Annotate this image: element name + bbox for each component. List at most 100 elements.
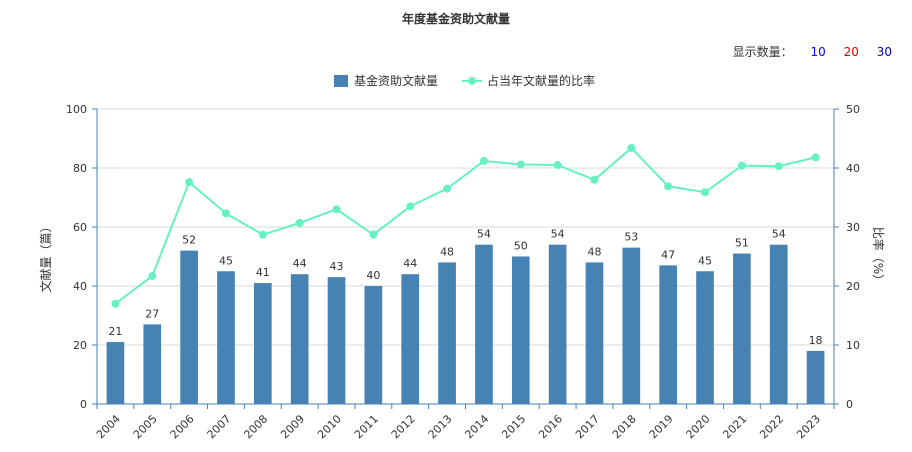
ratio-point bbox=[516, 160, 525, 169]
y-tick-label-right: 50 bbox=[846, 103, 860, 116]
x-tick-label: 2016 bbox=[536, 412, 565, 441]
display-count-selector: 显示数量： 10 20 30 bbox=[733, 43, 892, 60]
x-tick-label: 2005 bbox=[131, 412, 160, 441]
bar-data-label: 54 bbox=[477, 228, 491, 241]
bar bbox=[180, 250, 198, 404]
x-tick-label: 2014 bbox=[462, 412, 491, 441]
bar-data-label: 45 bbox=[219, 254, 233, 267]
ratio-point bbox=[479, 156, 488, 165]
bar-data-label: 54 bbox=[772, 228, 786, 241]
ratio-point bbox=[701, 188, 710, 197]
bar-data-label: 54 bbox=[551, 228, 565, 241]
ratio-point bbox=[221, 209, 230, 218]
count-option-10[interactable]: 10 bbox=[810, 45, 826, 59]
bar-data-label: 50 bbox=[514, 240, 528, 253]
ratio-point bbox=[774, 162, 783, 171]
display-count-label: 显示数量： bbox=[732, 45, 793, 59]
y-tick-label-left: 100 bbox=[66, 103, 87, 116]
legend-swatch-point bbox=[468, 77, 476, 85]
x-tick-label: 2023 bbox=[794, 412, 823, 441]
bar-data-label: 44 bbox=[293, 257, 307, 270]
y-tick-label-left: 60 bbox=[73, 221, 87, 234]
bar-data-label: 40 bbox=[366, 269, 380, 282]
y-tick-label-left: 80 bbox=[73, 162, 87, 175]
bar-data-label: 48 bbox=[440, 245, 454, 258]
y-tick-label-right: 10 bbox=[846, 339, 860, 352]
bar bbox=[253, 283, 272, 404]
x-tick-label: 2006 bbox=[168, 412, 197, 441]
ratio-point bbox=[627, 143, 636, 152]
x-tick-label: 2004 bbox=[94, 412, 123, 441]
ratio-point bbox=[258, 230, 267, 239]
y-tick-label-left: 0 bbox=[80, 398, 87, 411]
bar bbox=[511, 256, 530, 404]
y-tick-label-left: 40 bbox=[73, 280, 87, 293]
bar bbox=[217, 271, 235, 404]
ratio-point bbox=[148, 271, 157, 280]
x-tick-label: 2009 bbox=[278, 412, 307, 441]
x-tick-label: 2008 bbox=[241, 412, 270, 441]
ratio-point bbox=[332, 205, 341, 214]
x-tick-label: 2010 bbox=[315, 412, 344, 441]
bar bbox=[327, 277, 346, 404]
bar bbox=[475, 244, 493, 404]
x-tick-label: 2007 bbox=[205, 412, 234, 441]
bar bbox=[438, 262, 456, 404]
ratio-point bbox=[443, 184, 452, 193]
bar bbox=[548, 244, 567, 404]
count-option-20[interactable]: 20 bbox=[843, 45, 859, 59]
x-tick-label: 2013 bbox=[426, 412, 455, 441]
ratio-point bbox=[111, 299, 120, 308]
ratio-point bbox=[553, 161, 562, 170]
bar-data-label: 51 bbox=[735, 237, 749, 250]
bar-data-label: 48 bbox=[587, 245, 601, 258]
ratio-point bbox=[295, 218, 304, 227]
bar bbox=[106, 342, 125, 404]
bar-data-label: 21 bbox=[108, 325, 122, 338]
y-axis-title-right: 比率（%） bbox=[871, 227, 886, 286]
bar-data-label: 44 bbox=[403, 257, 417, 270]
bar-data-label: 27 bbox=[145, 307, 159, 320]
x-tick-label: 2015 bbox=[499, 412, 528, 441]
bar bbox=[143, 324, 162, 404]
bar bbox=[290, 274, 309, 404]
bar bbox=[769, 244, 788, 404]
y-tick-label-right: 0 bbox=[846, 398, 853, 411]
legend-swatch-bar bbox=[334, 75, 348, 87]
x-tick-label: 2017 bbox=[573, 412, 602, 441]
x-tick-label: 2020 bbox=[684, 412, 713, 441]
legend-label-line: 占当年文献量的比率 bbox=[487, 73, 595, 88]
bar bbox=[401, 274, 420, 404]
bar-data-label: 41 bbox=[256, 266, 270, 279]
ratio-line bbox=[114, 146, 816, 305]
y-tick-label-right: 30 bbox=[846, 221, 860, 234]
ratio-point bbox=[737, 161, 746, 170]
bar-data-label: 52 bbox=[182, 234, 196, 247]
bar bbox=[733, 253, 751, 404]
x-tick-label: 2018 bbox=[610, 412, 639, 441]
count-option-30[interactable]: 30 bbox=[876, 45, 892, 59]
ratio-point bbox=[664, 182, 673, 191]
bar bbox=[806, 350, 825, 404]
ratio-point bbox=[590, 175, 599, 184]
x-tick-label: 2011 bbox=[352, 412, 381, 441]
x-tick-label: 2021 bbox=[720, 412, 749, 441]
x-tick-label: 2012 bbox=[389, 412, 418, 441]
bar-data-label: 45 bbox=[698, 254, 712, 267]
x-tick-label: 2019 bbox=[647, 412, 676, 441]
bar bbox=[585, 262, 604, 404]
y-tick-label-right: 40 bbox=[846, 162, 860, 175]
bar-data-label: 43 bbox=[330, 260, 344, 273]
bar-data-label: 53 bbox=[624, 231, 638, 244]
bar-data-label: 47 bbox=[661, 248, 675, 261]
ratio-point bbox=[406, 202, 415, 211]
bar bbox=[696, 271, 714, 404]
ratio-point bbox=[185, 178, 194, 187]
ratio-point bbox=[811, 153, 820, 162]
y-tick-label-right: 20 bbox=[846, 280, 860, 293]
legend-label-bar: 基金资助文献量 bbox=[354, 73, 438, 88]
bar bbox=[364, 286, 383, 404]
x-tick-label: 2022 bbox=[757, 412, 786, 441]
y-axis-title-left: 文献量（篇） bbox=[38, 220, 53, 292]
bar-data-label: 18 bbox=[809, 334, 823, 347]
